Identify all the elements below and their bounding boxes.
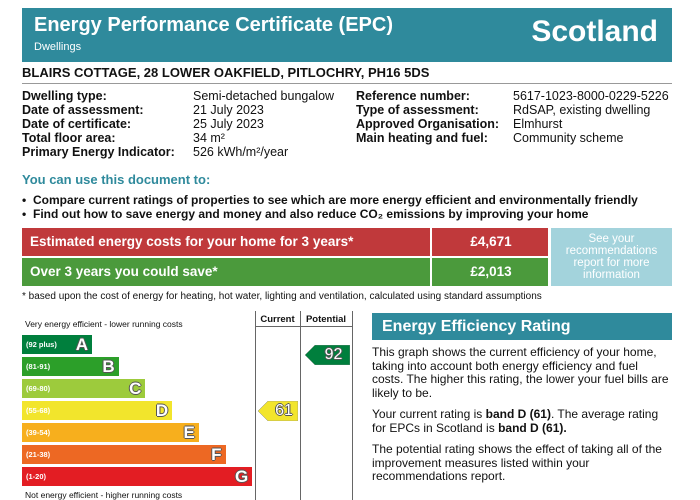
text: . The average rating for EPCs in Scotlan… xyxy=(372,407,659,435)
detail-label: Dwelling type: xyxy=(22,89,107,103)
band-letter: E xyxy=(183,423,195,442)
band: (55-68) D xyxy=(22,401,173,420)
current-rating: 61 xyxy=(258,401,298,421)
text: The potential rating shows the effect of… xyxy=(372,442,662,483)
text: This graph shows the current efficiency … xyxy=(372,345,669,400)
band-letter: A xyxy=(75,335,88,354)
cost-amount: £2,013 xyxy=(430,258,550,286)
bold-text: band D (61). xyxy=(498,420,567,435)
arrow-shape xyxy=(258,401,298,421)
band-letter: F xyxy=(211,445,222,464)
band-range: (92 plus) xyxy=(26,340,57,349)
detail-label: Primary Energy Indicator: xyxy=(22,145,175,159)
detail-label: Date of certificate: xyxy=(22,117,132,131)
efficiency-text: This graph shows the current efficiency … xyxy=(372,345,672,492)
use-item: Find out how to save energy and money an… xyxy=(33,207,589,221)
footnote: * based upon the cost of energy for heat… xyxy=(22,291,542,302)
detail-label: Total floor area: xyxy=(22,131,116,145)
current-value: 61 xyxy=(275,402,293,419)
bullet: • xyxy=(22,193,27,207)
header-bar: Energy Performance Certificate (EPC) Dwe… xyxy=(22,8,672,62)
column-line xyxy=(255,311,256,500)
band: (69-80) C xyxy=(22,379,146,398)
detail-value: 25 July 2023 xyxy=(193,117,264,131)
paragraph: Your current rating is band D (61). The … xyxy=(372,407,672,435)
potential-header: Potential xyxy=(305,314,347,325)
bottom-label: Not energy efficient - higher running co… xyxy=(25,490,183,500)
detail-value: 5617-1023-8000-0229-5226 xyxy=(513,89,669,103)
band: (81-91) B xyxy=(22,357,119,376)
detail-value: 526 kWh/m²/year xyxy=(193,145,289,159)
arrow-shape xyxy=(305,345,350,365)
divider xyxy=(22,83,672,84)
detail-value: Community scheme xyxy=(513,131,624,145)
band: (21-38) F xyxy=(22,445,226,464)
column-line xyxy=(352,311,353,500)
current-header: Current xyxy=(260,314,295,325)
band-range: (1-20) xyxy=(26,472,47,481)
band-letter: C xyxy=(129,379,142,398)
recommendations-note[interactable]: See your recommendations report for more… xyxy=(551,228,672,286)
band: (92 plus) A xyxy=(22,335,92,354)
band-range: (69-80) xyxy=(26,384,51,393)
region: Scotland xyxy=(531,15,658,48)
subtitle: Dwellings xyxy=(34,41,82,53)
band-letter: D xyxy=(155,401,169,420)
uses-heading: You can use this document to: xyxy=(22,172,211,187)
address: BLAIRS COTTAGE, 28 LOWER OAKFIELD, PITLO… xyxy=(22,65,430,80)
detail-value: 21 July 2023 xyxy=(193,103,264,117)
band-range: (55-68) xyxy=(26,406,51,415)
cost-label: Estimated energy costs for your home for… xyxy=(30,234,354,249)
text: Your current rating is xyxy=(372,407,486,421)
column-line xyxy=(300,311,301,500)
detail-label: Approved Organisation: xyxy=(356,117,500,131)
detail-label: Date of assessment: xyxy=(22,103,144,117)
efficiency-title: Energy Efficiency Rating xyxy=(372,313,672,340)
bullet: • xyxy=(22,207,27,221)
potential-rating: 92 xyxy=(305,345,350,365)
band: (1-20) G xyxy=(22,467,253,486)
detail-value: Semi-detached bungalow xyxy=(193,89,335,103)
potential-value: 92 xyxy=(324,346,343,363)
band-letter: B xyxy=(102,357,115,376)
band-range: (81-91) xyxy=(26,362,51,371)
use-item: Compare current ratings of properties to… xyxy=(33,193,638,207)
band-range: (21-38) xyxy=(26,450,51,459)
detail-value: RdSAP, existing dwelling xyxy=(513,103,651,117)
detail-label: Main heating and fuel: xyxy=(356,131,488,145)
bold-text: band D (61) xyxy=(485,407,551,421)
detail-label: Type of assessment: xyxy=(356,103,479,117)
band: (39-54) E xyxy=(22,423,199,442)
cost-amount: £4,671 xyxy=(430,228,550,256)
detail-value: Elmhurst xyxy=(513,117,563,131)
cost-row: Estimated energy costs for your home for… xyxy=(22,228,548,256)
band-range: (39-54) xyxy=(26,428,51,437)
band-letter: G xyxy=(234,467,249,486)
detail-label: Reference number: xyxy=(356,89,470,103)
title: Energy Performance Certificate (EPC) xyxy=(34,14,394,36)
top-label: Very energy efficient - lower running co… xyxy=(25,319,183,329)
cost-row: Over 3 years you could save* £2,013 xyxy=(22,258,548,286)
paragraph: The potential rating shows the effect of… xyxy=(372,442,672,484)
paragraph: This graph shows the current efficiency … xyxy=(372,345,672,400)
column-rule xyxy=(255,326,352,327)
cost-label: Over 3 years you could save* xyxy=(30,264,218,279)
detail-value: 34 m² xyxy=(193,131,225,145)
